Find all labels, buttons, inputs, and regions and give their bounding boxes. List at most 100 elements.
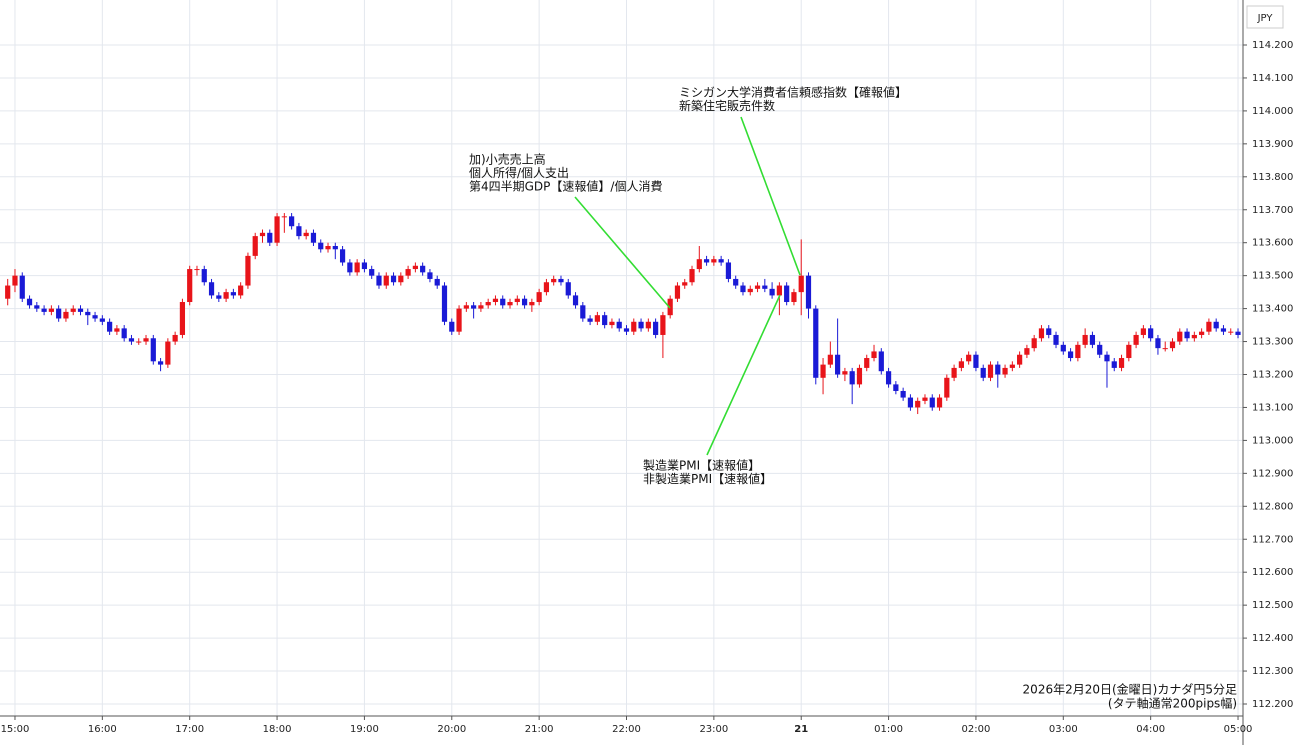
candle-body [48,308,54,312]
x-tick-label: 21 [794,724,808,735]
annotation-text: 新築住宅販売件数 [679,98,775,113]
candle-body [915,400,921,408]
candle-body [434,278,440,286]
candle-body [1067,351,1074,359]
candle-body [70,308,76,312]
candle-body [696,259,702,270]
candle-body [412,265,418,270]
candle-body [958,361,964,368]
candle-body [864,358,870,368]
y-tick-label: 112.400 [1252,633,1293,644]
candle-body [136,341,142,343]
annotation-text: 非製造業PMI【速報値】 [643,471,772,486]
candle-body [645,321,651,329]
y-tick-label: 113.500 [1252,271,1293,282]
candle-body [157,361,164,365]
candle-body [107,321,113,332]
annotation-text: 加)小売売上高 [469,152,546,167]
candle-body [784,285,790,303]
y-tick-label: 113.800 [1252,172,1293,183]
candle-body [121,328,127,339]
annotation-text: 個人所得/個人支出 [469,165,569,180]
x-tick-label: 20:00 [437,724,466,735]
candle-body [1060,344,1066,352]
candle-body [1038,328,1045,339]
y-tick-label: 114.200 [1252,40,1293,51]
y-tick-label: 112.900 [1252,468,1293,479]
annotation-leader [706,294,781,456]
candle-body [718,259,724,263]
candle-body [1177,331,1183,342]
candle-body [485,302,491,306]
candle-body [835,354,841,375]
candle-body [19,275,25,299]
candle-body [776,285,782,296]
candle-body [1133,334,1139,345]
candle-body [303,232,309,237]
candle-body [936,397,943,408]
candle-body [463,305,469,309]
candle-body [500,298,506,306]
x-tick-label: 15:00 [1,724,30,735]
candle-body [820,364,826,378]
candle-body [1169,341,1176,349]
y-tick-label: 114.000 [1252,106,1293,117]
candle-body [1206,321,1212,332]
candle-body [201,269,207,283]
candle-body [762,285,768,289]
footnote: (タテ軸通常200pips幅) [1108,696,1237,711]
candle-body [674,285,681,299]
x-tick-label: 21:00 [525,724,554,735]
candle-body [128,338,135,342]
candle-body [77,308,84,312]
y-tick-label: 112.300 [1252,666,1293,677]
candle-body [310,232,317,243]
candle-body [1111,361,1117,368]
candle-body [1148,328,1154,339]
candle-body [609,321,615,326]
candle-body [987,364,994,378]
y-tick-label: 113.000 [1252,435,1293,446]
candle-body [725,262,732,279]
candle-body [856,367,863,385]
candle-body [56,308,62,319]
candle-body [1097,344,1103,355]
candle-body [1199,331,1205,335]
y-tick-label: 113.400 [1252,304,1293,315]
candle-body [427,272,433,279]
candle-body [1017,354,1023,365]
candle-body [354,262,360,273]
candle-body [456,308,462,332]
y-tick-label: 113.900 [1252,139,1293,150]
candle-body [667,298,673,316]
y-tick-label: 114.100 [1252,73,1293,84]
candle-body [492,298,499,303]
candle-body [114,328,120,332]
candle-body [1213,321,1219,329]
candle-body [325,245,331,250]
candle-body [754,285,761,289]
candles [5,213,1241,415]
x-tick-label: 04:00 [1136,724,1165,735]
annotation-text: ミシガン大学消費者信頼感指数【確報値】 [679,85,907,100]
candle-body [230,292,236,296]
candle-body [602,315,608,326]
annotation-text: 第4四半期GDP【速報値】/個人消費 [469,179,662,194]
candle-body [660,315,666,335]
candle-body [390,275,397,283]
candle-body [223,292,229,299]
candle-body [507,302,513,306]
candle-body [638,321,644,329]
candle-body [245,255,251,286]
candle-body [281,216,287,218]
candle-body [12,275,18,286]
footnote: 2026年2月20日(金曜日)カナダ円5分足 [1023,682,1237,697]
candle-body [849,371,855,385]
candle-body [259,232,266,237]
candle-body [1220,328,1227,332]
annotation-leader [574,196,671,309]
candle-body [5,285,11,299]
y-tick-label: 112.700 [1252,534,1293,545]
y-axis-label: JPY [1257,13,1274,24]
